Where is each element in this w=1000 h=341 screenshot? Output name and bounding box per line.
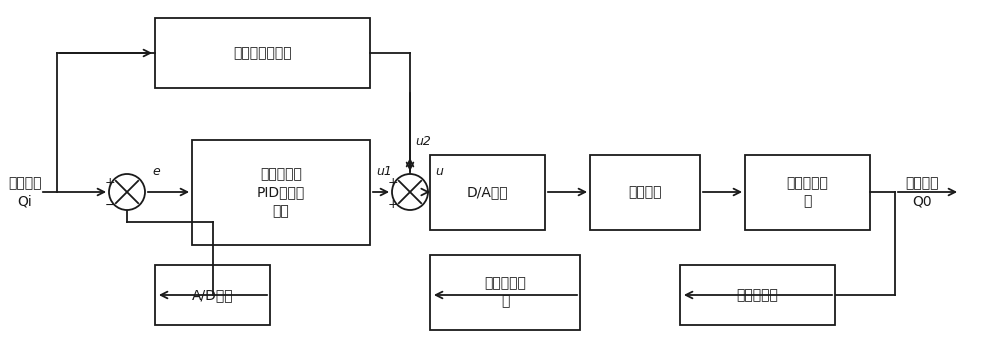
- Text: e: e: [152, 165, 160, 178]
- Bar: [680, 265, 835, 325]
- Text: u: u: [435, 165, 443, 178]
- Text: u2: u2: [415, 135, 431, 148]
- Text: 驱动放大: 驱动放大: [628, 186, 662, 199]
- Bar: [430, 155, 545, 230]
- Bar: [745, 155, 870, 230]
- Text: 模糊自适应
PID反馈控
制器: 模糊自适应 PID反馈控 制器: [257, 167, 305, 218]
- Text: 压电式比例
阀: 压电式比例 阀: [787, 176, 828, 209]
- Text: u1: u1: [376, 165, 392, 178]
- Bar: [590, 155, 700, 230]
- Text: 流量信号调
理: 流量信号调 理: [484, 276, 526, 309]
- Text: +: +: [105, 177, 115, 190]
- Text: 流量传感器: 流量传感器: [737, 288, 778, 302]
- Bar: [155, 265, 270, 325]
- Text: −: −: [105, 198, 115, 211]
- Bar: [192, 140, 370, 245]
- Circle shape: [392, 174, 428, 210]
- Circle shape: [109, 174, 145, 210]
- Text: +: +: [388, 198, 398, 211]
- Bar: [155, 18, 370, 88]
- Text: 前馈补偿控制器: 前馈补偿控制器: [233, 46, 292, 60]
- Text: 目标流量
Qi: 目标流量 Qi: [8, 176, 42, 208]
- Text: 实际流量
Q0: 实际流量 Q0: [905, 176, 938, 208]
- Text: A/D采集: A/D采集: [192, 288, 233, 302]
- Text: +: +: [388, 177, 398, 190]
- Bar: [430, 255, 580, 330]
- Text: D/A输出: D/A输出: [467, 186, 508, 199]
